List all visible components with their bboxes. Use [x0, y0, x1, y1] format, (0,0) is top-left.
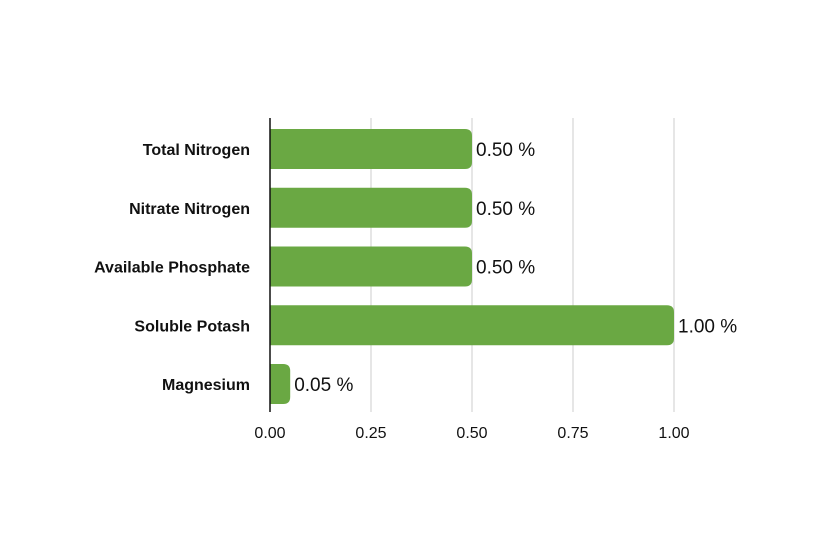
category-label: Magnesium [162, 377, 250, 394]
bar [270, 305, 674, 346]
bar [270, 129, 472, 169]
bar [270, 364, 291, 404]
x-tick-label: 0.75 [557, 425, 588, 442]
x-tick-label: 0.00 [254, 425, 285, 442]
category-label: Total Nitrogen [143, 142, 250, 159]
x-tick-label: 0.25 [355, 425, 386, 442]
data-label: 1.00 % [678, 316, 737, 337]
category-label: Available Phosphate [94, 260, 250, 277]
data-label: 0.50 % [476, 140, 535, 161]
category-label: Nitrate Nitrogen [129, 201, 250, 218]
bar [270, 246, 472, 287]
category-label: Soluble Potash [134, 318, 250, 335]
data-label: 0.50 % [476, 258, 535, 279]
x-tick-label: 0.50 [456, 425, 487, 442]
data-label: 0.50 % [476, 199, 535, 220]
x-tick-label: 1.00 [658, 425, 689, 442]
data-label: 0.05 % [294, 375, 353, 396]
bar [270, 187, 472, 228]
